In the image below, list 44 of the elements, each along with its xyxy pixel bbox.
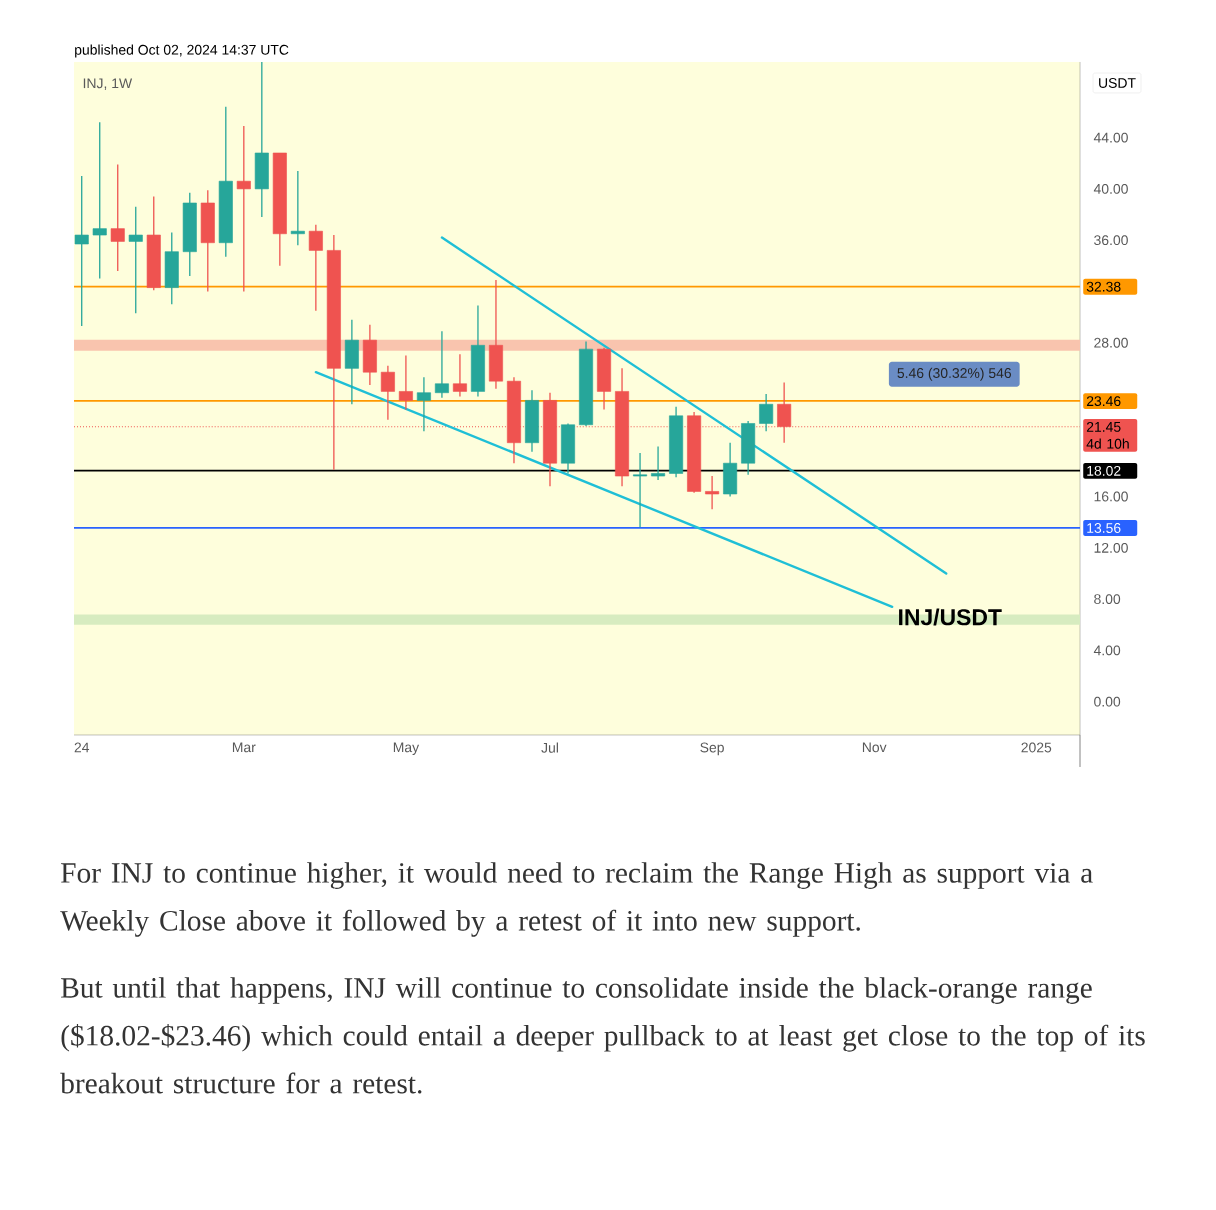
y-tick-label: 28.00 <box>1094 337 1128 348</box>
candlestick <box>452 353 467 398</box>
candlestick <box>110 163 125 272</box>
candlestick <box>416 376 431 432</box>
candlestick <box>705 475 720 511</box>
y-tick-label: 16.00 <box>1094 491 1128 502</box>
text: But until that happens, INJ will continue to consolidate inside the black-orange range ($18.02-$23.46) which could entail a deeper pullback to at least get close to the top of its breakout structure for a retest. <box>60 977 1145 1094</box>
y-tick-label: 4.00 <box>1093 645 1121 656</box>
candlestick <box>74 175 89 327</box>
x-tick-label: Sep <box>700 742 724 756</box>
candlestick <box>236 125 251 293</box>
annotation: 5.46 (30.32%) 546 <box>897 367 1012 381</box>
candlestick <box>759 393 774 432</box>
x-tick-label: Nov <box>862 742 887 753</box>
y-tick-label: 8.00 <box>1094 594 1121 605</box>
candlestick <box>128 206 143 314</box>
candlestick <box>308 224 323 312</box>
candlestick <box>633 452 648 528</box>
ref-line-label: 13.56 <box>1087 523 1121 533</box>
candlestick <box>434 330 449 399</box>
ref-line-label: 18.02 <box>1087 465 1121 476</box>
candlestick <box>92 121 107 280</box>
y-tick-label: 36.00 <box>1094 235 1128 246</box>
y-axis-title: USDT <box>1099 78 1136 88</box>
candlestick <box>398 354 413 411</box>
ref-line-label: 21.45 4d 10h <box>1086 421 1129 449</box>
y-tick-label: 12.00 <box>1094 542 1128 553</box>
y-tick-label: 40.00 <box>1093 183 1128 194</box>
ref-line-label: 23.46 <box>1086 396 1121 407</box>
y-tick-label: 0.00 <box>1094 696 1121 707</box>
x-tick-label: Jul <box>541 742 558 753</box>
x-tick-label: 2025 <box>1021 742 1052 753</box>
x-tick-label: May <box>393 742 420 755</box>
candlestick <box>380 365 395 421</box>
x-tick-label: 24 <box>74 742 90 753</box>
annotation: INJ/USDT <box>899 608 1002 626</box>
x-tick-label: Mar <box>232 742 256 753</box>
chart-subtitle: published Oct 02, 2024 14:37 UTC <box>75 44 289 58</box>
candlestick <box>290 170 305 246</box>
ref-line-label: 32.38 <box>1086 281 1121 292</box>
text: For INJ to continue higher, it would need to reclaim the Range High as support via a Weekly Close above it followed by a retest of it into new support. <box>60 862 1093 937</box>
candlestick <box>651 445 666 481</box>
text: INJ, 1W <box>83 78 133 90</box>
y-tick-label: 44.00 <box>1093 132 1128 143</box>
